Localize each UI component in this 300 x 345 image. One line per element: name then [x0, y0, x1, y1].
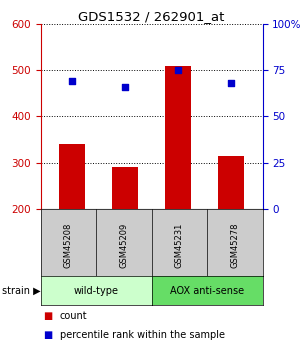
- Text: GSM45231: GSM45231: [175, 223, 184, 268]
- Bar: [165, 66, 191, 209]
- Bar: [112, 167, 138, 209]
- Point: [228, 80, 233, 86]
- Text: strain ▶: strain ▶: [2, 286, 40, 296]
- Text: ■: ■: [44, 311, 53, 321]
- Point: [176, 68, 180, 73]
- Title: GDS1532 / 262901_at: GDS1532 / 262901_at: [78, 10, 225, 23]
- Text: count: count: [60, 311, 88, 321]
- Point: [123, 84, 128, 90]
- Bar: [59, 144, 86, 209]
- Text: GSM45278: GSM45278: [230, 223, 239, 268]
- Text: percentile rank within the sample: percentile rank within the sample: [60, 330, 225, 339]
- Text: wild-type: wild-type: [74, 286, 118, 296]
- Text: ■: ■: [44, 330, 53, 339]
- Text: AOX anti-sense: AOX anti-sense: [170, 286, 244, 296]
- Text: GSM45209: GSM45209: [119, 223, 128, 268]
- Point: [70, 79, 75, 84]
- Text: GSM45208: GSM45208: [64, 223, 73, 268]
- Bar: [218, 156, 244, 209]
